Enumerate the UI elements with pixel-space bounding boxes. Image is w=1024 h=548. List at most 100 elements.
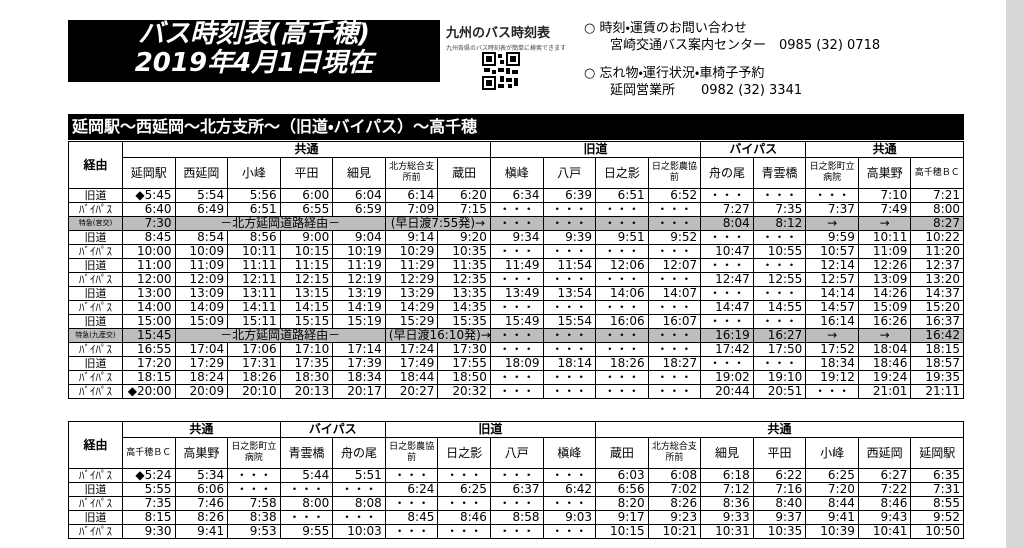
stop-name: 日之影町立病院: [227, 437, 281, 469]
transfer-note: (早日渡7:55発)→: [384, 216, 491, 231]
contact-label: ○ 時刻・運賃のお問い合わせ: [584, 21, 747, 36]
time-cell: 6:56: [595, 482, 649, 497]
time-cell: 7:16: [752, 482, 807, 497]
time-cell: 8:00: [910, 202, 964, 217]
time-cell: ・・・: [489, 496, 544, 511]
route-header: 経由: [68, 421, 123, 469]
time-cell: ・・・: [700, 314, 754, 329]
group-name: 旧道: [489, 141, 702, 158]
timetable: 経由 共通 旧道 バイパス 共通 延岡駅 西延岡 小峰 平田 細見 北方総合支所前 蔵田 槇峰 八戸 日之影…: [68, 141, 964, 399]
time-cell: 9:20: [437, 230, 491, 245]
time-cell: 15:15: [279, 314, 334, 329]
time-cell: ・・・: [595, 300, 649, 315]
time-cell: 7:21: [910, 188, 964, 203]
time-cell: 9:03: [542, 510, 597, 525]
time-cell: 8:26: [647, 496, 702, 511]
time-cell: 9:14: [384, 230, 439, 245]
time-cell: 6:18: [700, 468, 754, 483]
time-cell: 7:10: [857, 188, 912, 203]
time-cell: 9:33: [700, 510, 754, 525]
time-row: 旧道 8:15 8:26 8:38 ・・・ ・・・ 8:45 8:46 8:58 9:03 9:17…: [68, 510, 964, 525]
stop-name: 蔵田: [595, 437, 649, 469]
time-cell: 18:04: [857, 342, 912, 357]
contact-detail: 宮崎交通バス案内センター 0985 (32) 0718: [610, 38, 881, 53]
time-cell: 15:35: [437, 314, 491, 329]
time-cell: ・・・: [647, 244, 702, 259]
time-cell: 10:57: [805, 244, 859, 259]
time-cell: ・・・: [647, 342, 702, 357]
time-cell: 11:09: [174, 258, 229, 273]
time-cell: ・・・: [752, 188, 807, 203]
time-cell: ・・・: [489, 468, 544, 483]
time-cell: 16:14: [805, 314, 859, 329]
time-row: 旧道 11:00 11:09 11:11 11:15 11:19 11:29 11:35 11:…: [68, 258, 964, 273]
time-cell: ・・・: [595, 202, 649, 217]
time-cell: 8:46: [437, 510, 491, 525]
time-cell: 13:54: [542, 286, 597, 301]
time-cell: 7:30: [122, 216, 176, 231]
time-cell: 5:54: [174, 188, 229, 203]
logo: 九州のバス時刻表 九州各県のバス時刻表が簡単に検索できます: [446, 22, 576, 52]
group-name: 共通: [122, 141, 491, 158]
time-cell: 14:29: [384, 300, 439, 315]
time-cell: 5:56: [227, 188, 281, 203]
time-cell: 7:58: [227, 496, 281, 511]
table-title: 延岡駅～西延岡～北方支所～（旧道・バイパス）～高千穂: [68, 114, 964, 140]
route-label: 旧道: [68, 286, 123, 301]
route-label: 特急(宮交): [68, 216, 123, 231]
time-row: 旧道 17:20 17:29 17:31 17:35 17:39 17:49 17:55 18:…: [68, 356, 964, 371]
time-cell: ・・・: [647, 202, 702, 217]
time-cell: 6:40: [122, 202, 176, 217]
route-label: 旧道: [68, 482, 123, 497]
contact-label: ○ 忘れ物・運行状況・車椅子予約: [584, 66, 765, 81]
route-label: ﾊﾞｲﾊﾟｽ: [68, 496, 123, 511]
time-cell: 8:44: [805, 496, 859, 511]
time-cell: 12:07: [647, 258, 702, 273]
time-row: ﾊﾞｲﾊﾟｽ 14:00 14:09 14:11 14:15 14:19 14:29 14:3…: [68, 300, 964, 315]
group-name: 共通: [805, 141, 964, 158]
time-cell: ・・・: [279, 482, 334, 497]
time-cell: 13:15: [279, 286, 334, 301]
time-cell: 6:22: [752, 468, 807, 483]
time-cell: 14:55: [752, 300, 807, 315]
stop-name: 蔵田: [437, 157, 491, 189]
time-cell: 17:06: [227, 342, 281, 357]
time-cell: →: [805, 328, 859, 343]
time-cell: ・・・: [542, 300, 597, 315]
time-cell: 6:49: [174, 202, 229, 217]
time-cell: 6:55: [279, 202, 334, 217]
time-cell: 13:19: [332, 286, 386, 301]
time-cell: 8:40: [752, 496, 807, 511]
time-cell: ・・・: [595, 384, 649, 399]
route-label: ﾊﾞｲﾊﾟｽ: [68, 202, 123, 217]
time-cell: 14:07: [647, 286, 702, 301]
time-cell: 10:55: [752, 244, 807, 259]
time-cell: ・・・: [489, 202, 544, 217]
time-cell: 9:43: [857, 510, 912, 525]
time-cell: 14:47: [700, 300, 754, 315]
time-cell: ・・・: [542, 524, 597, 539]
time-row: 特急(宮交) 7:30 －北方延岡道路経由－ (早日渡7:55発)→ ・・・ ・・・ ・・・…: [68, 216, 964, 231]
time-cell: 10:31: [700, 524, 754, 539]
stop-name: 日之影農協前: [384, 437, 439, 469]
time-cell: 7:37: [805, 202, 859, 217]
logo-sub: 九州各県のバス時刻表が簡単に検索できます: [446, 45, 567, 52]
time-cell: 15:49: [489, 314, 544, 329]
stop-name: 舟の尾: [700, 157, 754, 189]
time-cell: 5:44: [279, 468, 334, 483]
time-cell: 15:29: [384, 314, 439, 329]
time-cell: 15:20: [910, 300, 964, 315]
time-cell: 9:17: [595, 510, 649, 525]
time-cell: 18:46: [857, 356, 912, 371]
time-cell: 18:50: [437, 370, 491, 385]
time-cell: 20:32: [437, 384, 491, 399]
time-cell: 15:00: [122, 314, 176, 329]
contact-detail: 延岡営業所 0982 (32) 3341: [610, 83, 803, 98]
time-cell: 17:24: [384, 342, 439, 357]
time-cell: 18:57: [910, 356, 964, 371]
time-cell: ・・・: [752, 286, 807, 301]
time-cell: 11:54: [542, 258, 597, 273]
group-row: 経由 共通 バイパス 旧道 共通: [68, 421, 964, 469]
time-cell: 11:09: [857, 244, 912, 259]
